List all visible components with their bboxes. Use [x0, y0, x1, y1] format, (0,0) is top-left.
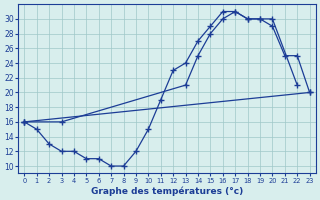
X-axis label: Graphe des températures (°c): Graphe des températures (°c): [91, 186, 243, 196]
